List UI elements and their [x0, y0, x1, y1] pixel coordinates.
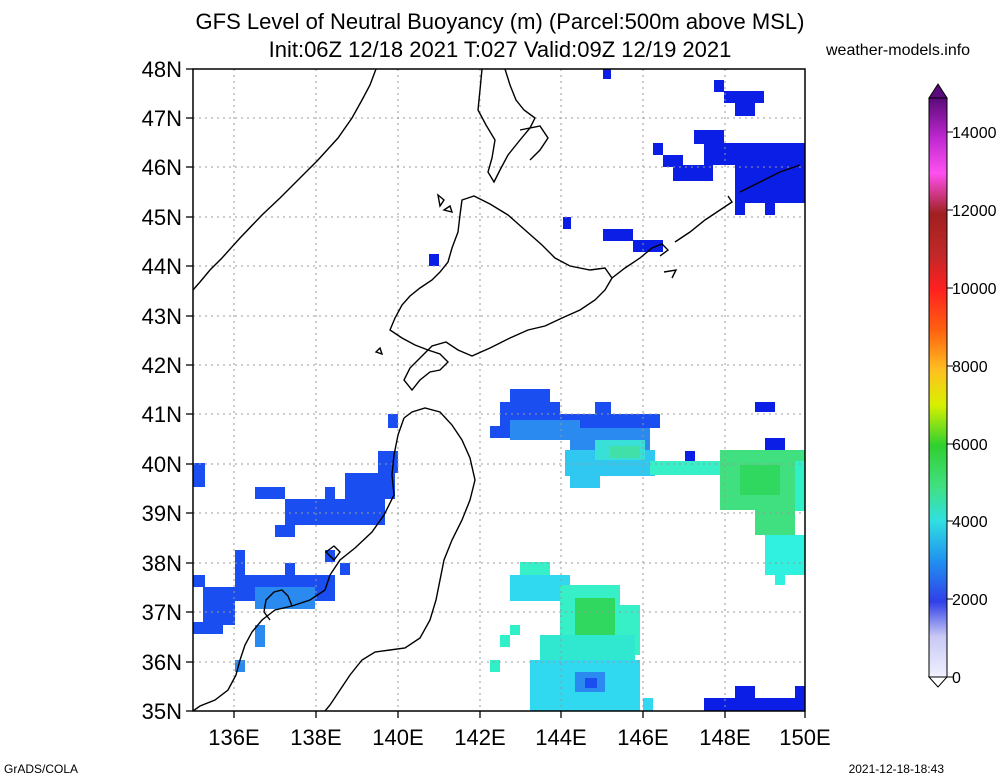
colorbar-bottom-arrow	[927, 676, 949, 688]
field-central-east	[490, 389, 805, 585]
colorbar-label: 6000	[952, 437, 988, 454]
colorbar: 14000 12000 10000 8000 6000 4000 2000 0	[927, 83, 997, 688]
lat-label: 35N	[142, 699, 182, 724]
colorbar-label: 10000	[952, 281, 997, 298]
colorbar-label: 4000	[952, 514, 988, 531]
lon-label: 142E	[454, 725, 505, 750]
lat-label: 45N	[142, 205, 182, 230]
lat-label: 46N	[142, 155, 182, 180]
lon-label: 138E	[290, 725, 341, 750]
site-watermark: weather-models.info	[826, 42, 971, 59]
colorbar-label: 0	[952, 670, 961, 687]
lat-label: 36N	[142, 650, 182, 675]
lat-label: 38N	[142, 551, 182, 576]
field-west	[193, 414, 398, 672]
lat-label: 41N	[142, 402, 182, 427]
lon-labels: 136E 138E 140E 142E 144E 146E 148E 150E	[208, 725, 830, 750]
buoyancy-field	[193, 69, 805, 711]
colorbar-label: 8000	[952, 359, 988, 376]
map-grid	[193, 69, 805, 711]
footer-credit: GrADS/COLA	[4, 762, 79, 776]
axis-ticks	[186, 68, 806, 718]
lat-label: 44N	[142, 254, 182, 279]
lat-label: 37N	[142, 600, 182, 625]
lat-label: 48N	[142, 57, 182, 82]
coastline	[193, 69, 801, 711]
chart-subtitle: Init:06Z 12/18 2021 T:027 Valid:09Z 12/1…	[268, 37, 732, 62]
lat-label: 42N	[142, 353, 182, 378]
lon-label: 150E	[779, 725, 830, 750]
lat-label: 43N	[142, 304, 182, 329]
lat-label: 39N	[142, 501, 182, 526]
lon-label: 136E	[208, 725, 259, 750]
colorbar-label: 2000	[952, 592, 988, 609]
chart-title: GFS Level of Neutral Buoyancy (m) (Parce…	[195, 9, 805, 34]
plot-frame	[192, 68, 806, 712]
footer-timestamp: 2021-12-18-18:43	[848, 762, 944, 776]
lat-labels: 48N 47N 46N 45N 44N 43N 42N 41N 40N 39N …	[142, 57, 182, 724]
field-northeast	[429, 69, 805, 461]
field-southeast	[490, 562, 805, 711]
colorbar-scale	[928, 97, 948, 678]
lat-label: 40N	[142, 452, 182, 477]
lon-label: 146E	[617, 725, 668, 750]
colorbar-top-arrow	[928, 83, 948, 99]
lon-label: 144E	[535, 725, 586, 750]
colorbar-label: 12000	[952, 203, 997, 220]
lon-label: 148E	[699, 725, 750, 750]
colorbar-label: 14000	[952, 125, 997, 142]
lat-label: 47N	[142, 106, 182, 131]
lon-label: 140E	[372, 725, 423, 750]
